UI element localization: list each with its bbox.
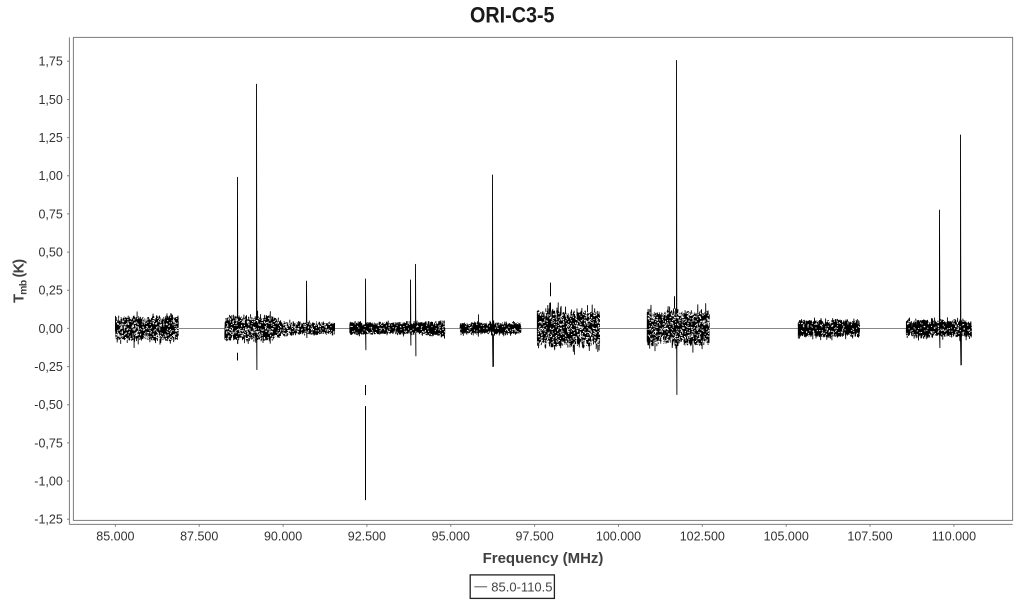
svg-text:1,50: 1,50: [38, 93, 62, 107]
svg-text:102.500: 102.500: [680, 530, 725, 544]
svg-text:100.000: 100.000: [596, 530, 641, 544]
svg-text:0,00: 0,00: [38, 322, 62, 336]
svg-text:107.500: 107.500: [847, 530, 892, 544]
svg-text:85.0-110.5: 85.0-110.5: [491, 579, 552, 594]
svg-text:85.000: 85.000: [96, 530, 134, 544]
svg-text:-0,50: -0,50: [34, 398, 63, 412]
svg-text:Frequency (MHz): Frequency (MHz): [483, 550, 604, 567]
svg-text:0,50: 0,50: [38, 246, 62, 260]
svg-text:97.500: 97.500: [515, 530, 553, 544]
svg-text:-0,75: -0,75: [34, 436, 63, 450]
svg-text:1,25: 1,25: [38, 131, 62, 145]
svg-text:0,25: 0,25: [38, 284, 62, 298]
svg-text:-1,00: -1,00: [34, 474, 63, 488]
svg-text:1,00: 1,00: [38, 169, 62, 183]
svg-text:ORI-C3-5: ORI-C3-5: [470, 3, 555, 28]
svg-text:-1,25: -1,25: [34, 513, 63, 527]
svg-text:90.000: 90.000: [264, 530, 302, 544]
svg-text:95.000: 95.000: [432, 530, 470, 544]
svg-text:0,75: 0,75: [38, 207, 62, 221]
svg-text:105.000: 105.000: [764, 530, 809, 544]
svg-text:87.500: 87.500: [180, 530, 218, 544]
svg-text:1,75: 1,75: [38, 55, 62, 69]
svg-text:110.000: 110.000: [932, 530, 976, 544]
svg-text:92.500: 92.500: [348, 530, 386, 544]
svg-text:-0,25: -0,25: [34, 360, 63, 374]
svg-text:Tmb (K): Tmb (K): [12, 259, 30, 303]
